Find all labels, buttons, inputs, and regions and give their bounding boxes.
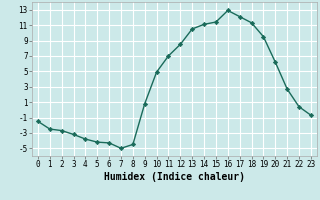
X-axis label: Humidex (Indice chaleur): Humidex (Indice chaleur) [104,172,245,182]
